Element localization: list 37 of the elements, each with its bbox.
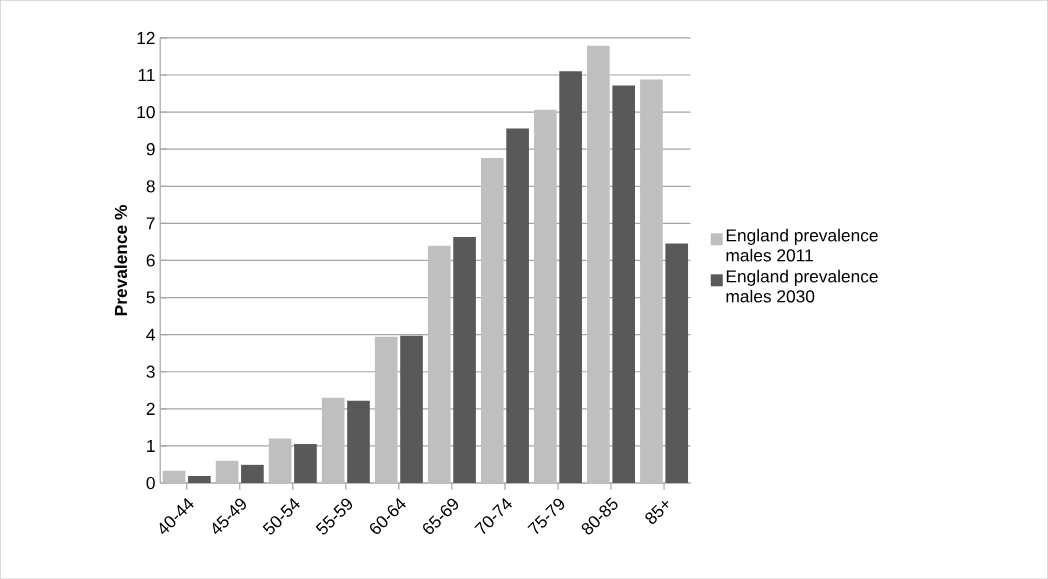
- bar: [559, 71, 582, 483]
- y-tick-label: 2: [146, 402, 155, 415]
- bar: [188, 475, 211, 483]
- bar: [427, 245, 451, 483]
- y-tick-label: 1: [147, 439, 155, 452]
- bar: [480, 157, 504, 483]
- bar: [453, 236, 476, 483]
- bar: [400, 335, 423, 483]
- bar: [587, 45, 610, 483]
- bar: [612, 85, 636, 483]
- y-axis-title: Prevalence %: [114, 204, 128, 316]
- legend-label: England prevalence males 2011: [726, 228, 878, 262]
- bar: [215, 460, 239, 483]
- bar: [506, 128, 529, 483]
- x-tick-label: 85+: [645, 500, 669, 524]
- y-tick-label: 3: [146, 365, 155, 378]
- y-tick-label: 5: [146, 291, 155, 304]
- bar: [534, 109, 557, 483]
- y-tick-label: 4: [146, 328, 155, 341]
- bar: [268, 438, 292, 483]
- bar: [321, 397, 345, 483]
- bar: [640, 79, 663, 483]
- y-tick-label: 9: [146, 142, 155, 156]
- bar: [162, 470, 186, 483]
- bar: [347, 400, 370, 483]
- legend-label: England prevalence males 2030: [726, 269, 878, 303]
- y-tick-label: 7: [146, 217, 155, 230]
- y-tick-label: 10: [137, 105, 155, 119]
- bar: [665, 243, 689, 483]
- bar: [294, 443, 317, 483]
- y-tick-label: 6: [146, 254, 155, 267]
- bar: [241, 464, 264, 483]
- bar: [374, 336, 398, 483]
- y-tick-label: 8: [146, 180, 155, 193]
- y-tick-label: 0: [146, 476, 155, 490]
- y-tick-label: 11: [138, 68, 155, 81]
- y-tick-label: 12: [137, 31, 155, 44]
